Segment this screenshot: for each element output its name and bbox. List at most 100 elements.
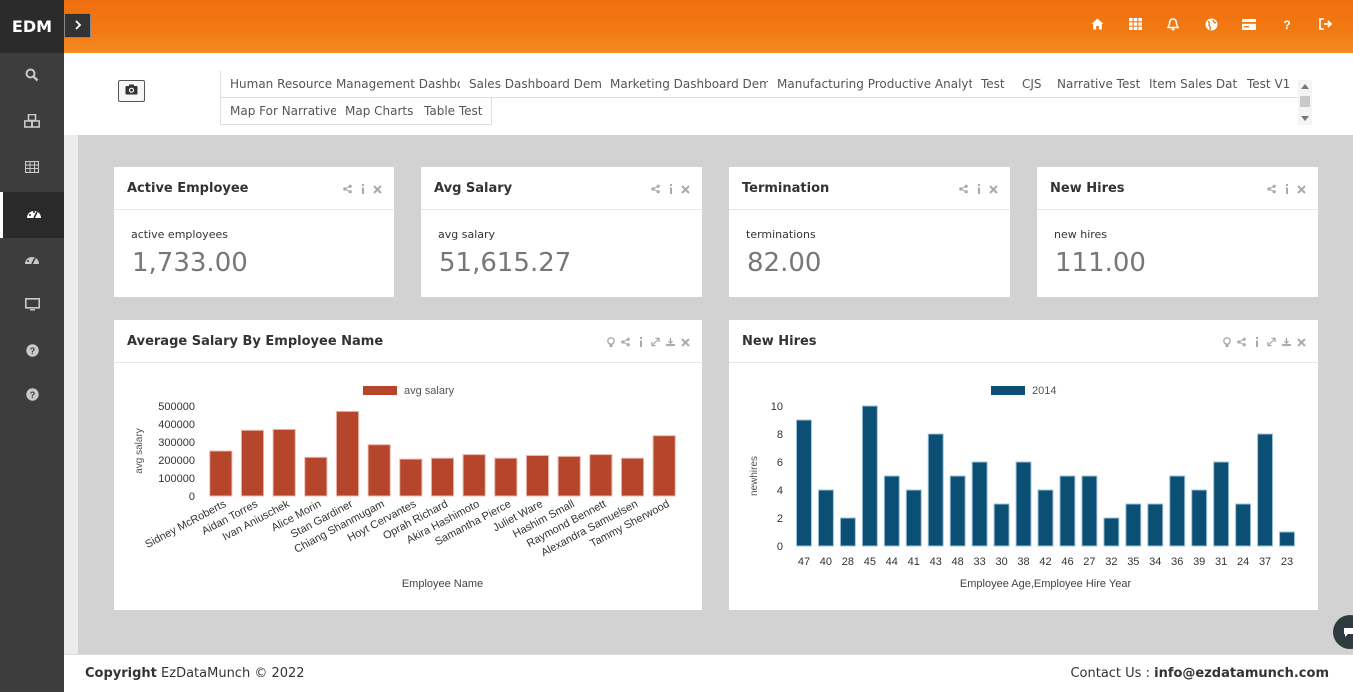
bar[interactable] [1235, 503, 1252, 547]
bar[interactable] [304, 456, 328, 497]
chat-widget-button[interactable] [1333, 615, 1353, 649]
lightbulb-icon[interactable] [1222, 336, 1231, 347]
bar[interactable] [240, 429, 265, 497]
sidebar-item-dashboard-alt[interactable] [0, 238, 64, 284]
bar[interactable] [1191, 489, 1208, 547]
share-icon[interactable] [959, 184, 968, 194]
share-icon[interactable] [1267, 184, 1276, 194]
lightbulb-icon[interactable] [606, 336, 615, 347]
bar[interactable] [1015, 461, 1032, 547]
close-icon[interactable] [989, 184, 998, 194]
home-icon[interactable] [1089, 16, 1105, 32]
close-icon[interactable] [1297, 184, 1306, 194]
legend-swatch[interactable] [363, 386, 397, 395]
bar[interactable] [796, 419, 812, 547]
sidebar-item-monitor[interactable] [0, 284, 64, 330]
share-icon[interactable] [621, 337, 630, 347]
tab-cjs[interactable]: CJS [1013, 71, 1052, 98]
tab-item-sales-data[interactable]: Item Sales Data [1140, 71, 1255, 98]
info-icon[interactable] [666, 184, 675, 194]
bar[interactable] [272, 428, 296, 497]
bar[interactable] [589, 454, 613, 497]
tab-map-charts[interactable]: Map Charts [336, 98, 424, 125]
bar[interactable] [462, 454, 486, 497]
bar[interactable] [1213, 461, 1230, 547]
tab-table-test[interactable]: Table Test [415, 98, 493, 125]
tab-marketing-dashboard-demo[interactable]: Marketing Dashboard Demo [601, 71, 789, 98]
bar[interactable] [367, 444, 391, 497]
download-icon[interactable] [1282, 337, 1291, 347]
bar[interactable] [927, 433, 944, 547]
info-icon[interactable] [358, 184, 367, 194]
bar[interactable] [399, 458, 423, 497]
bar[interactable] [1037, 489, 1054, 547]
share-icon[interactable] [1237, 337, 1246, 347]
share-icon[interactable] [651, 184, 660, 194]
logout-icon[interactable] [1317, 16, 1333, 32]
tab-hr-dashboard[interactable]: Human Resource Management Dashboard [220, 71, 494, 98]
bar[interactable] [1103, 517, 1120, 547]
app-logo[interactable]: EDM [0, 0, 64, 53]
bar[interactable] [494, 457, 518, 497]
bar[interactable] [209, 450, 233, 497]
bar[interactable] [1059, 475, 1076, 547]
question-icon[interactable]: ? [1279, 16, 1295, 32]
bar[interactable] [525, 455, 550, 497]
info-icon[interactable] [636, 337, 645, 347]
close-icon[interactable] [681, 337, 690, 347]
close-icon[interactable] [373, 184, 382, 194]
tab-scrollbar[interactable] [1298, 80, 1312, 125]
bar[interactable] [430, 457, 455, 497]
bar[interactable] [817, 489, 834, 547]
bar[interactable] [839, 517, 856, 547]
tab-test[interactable]: Test [972, 71, 1015, 98]
contact-email-link[interactable]: info@ezdatamunch.com [1154, 666, 1329, 681]
snapshot-button[interactable] [118, 80, 145, 102]
bar[interactable] [652, 435, 676, 497]
scroll-up-icon[interactable] [1301, 84, 1309, 89]
share-icon[interactable] [343, 184, 352, 194]
expand-icon[interactable] [651, 337, 660, 347]
sidebar-item-help[interactable]: ? [0, 330, 64, 376]
sidebar-item-help-alt[interactable]: ? [0, 374, 64, 420]
apps-grid-icon[interactable] [1127, 16, 1143, 32]
bar[interactable] [1147, 503, 1164, 547]
legend-label[interactable]: avg salary [404, 385, 455, 397]
sidebar-item-search[interactable] [0, 54, 64, 100]
sidebar-item-dashboard[interactable] [0, 192, 64, 238]
bar[interactable] [971, 461, 988, 547]
bar[interactable] [335, 410, 360, 497]
legend-label[interactable]: 2014 [1032, 385, 1056, 397]
tab-sales-dashboard-demo[interactable]: Sales Dashboard Demo [460, 71, 620, 98]
bar[interactable] [620, 457, 645, 497]
bar[interactable] [557, 455, 581, 497]
card-icon[interactable] [1241, 16, 1257, 32]
bar[interactable] [1279, 531, 1295, 547]
tab-narrative-test[interactable]: Narrative Test [1048, 71, 1151, 98]
expand-icon[interactable] [1267, 337, 1276, 347]
info-icon[interactable] [1252, 337, 1261, 347]
bar[interactable] [905, 489, 922, 547]
sidebar-item-table[interactable] [0, 146, 64, 192]
bell-icon[interactable] [1165, 16, 1181, 32]
legend-swatch[interactable] [991, 386, 1025, 395]
globe-icon[interactable] [1203, 16, 1219, 32]
tab-map-for-narrative[interactable]: Map For Narrative [220, 98, 348, 125]
sidebar-item-cubes[interactable] [0, 100, 64, 146]
bar[interactable] [1125, 503, 1142, 547]
bar[interactable] [993, 503, 1010, 547]
bar[interactable] [1081, 475, 1098, 547]
bar[interactable] [883, 475, 900, 547]
tab-test-v1[interactable]: Test V1 [1238, 71, 1300, 98]
close-icon[interactable] [1297, 337, 1306, 347]
info-icon[interactable] [1282, 184, 1291, 194]
download-icon[interactable] [666, 337, 675, 347]
bar[interactable] [861, 405, 878, 547]
info-icon[interactable] [974, 184, 983, 194]
bar[interactable] [949, 475, 966, 547]
bar[interactable] [1257, 433, 1274, 547]
scroll-down-icon[interactable] [1301, 116, 1309, 121]
close-icon[interactable] [681, 184, 690, 194]
tab-manufacturing-productive-analytics[interactable]: Manufacturing Productive Analytics [768, 71, 1000, 98]
bar[interactable] [1169, 475, 1186, 547]
